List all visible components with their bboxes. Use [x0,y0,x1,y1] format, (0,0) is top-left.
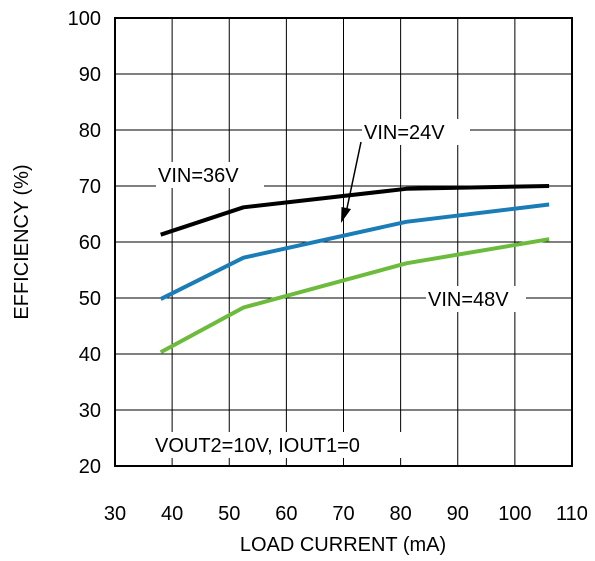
annotation-vin24: VIN=24V [364,122,445,144]
annotation-arrow-shaft [345,141,362,214]
annotation-conditions: VOUT2=10V, IOUT1=0 [155,435,360,457]
annotation-vin48: VIN=48V [428,289,509,311]
y-tick-label: 60 [79,232,101,254]
x-tick-labels: 30 40 50 60 70 80 90 100 110 [104,503,588,525]
grid [115,18,572,466]
y-tick-label: 20 [79,456,101,478]
y-tick-label: 50 [79,288,101,310]
y-tick-labels: 20 30 40 50 60 70 80 90 100 [68,8,101,478]
series-line-vin-36v [160,184,550,237]
y-tick-label: 90 [79,64,101,86]
annotation-bg-vin48 [426,286,526,312]
plot-frame [114,17,573,467]
x-tick-label: 70 [332,503,354,525]
annotation-arrowhead [341,207,351,223]
annotation-bg-vin36 [156,162,264,188]
y-tick-label: 100 [68,8,101,30]
annotation-bg-conditions [152,432,428,458]
y-tick-label: 80 [79,120,101,142]
x-tick-label: 100 [498,503,531,525]
x-tick-label: 90 [447,503,469,525]
annotations: VIN=36V VIN=24V VIN=48V VOUT2=10V, IOUT1… [152,119,526,458]
x-tick-label: 50 [218,503,240,525]
series-line-vin-24v [159,202,550,301]
x-tick-label: 30 [104,503,126,525]
series-lines [159,184,550,355]
series-line-vin-48v [159,237,550,355]
annotation-bg-vin24 [362,119,470,145]
x-tick-label: 110 [556,503,588,525]
y-tick-label: 70 [79,176,101,198]
x-axis-label: LOAD CURRENT (mA) [240,534,446,556]
x-tick-label: 60 [275,503,297,525]
y-tick-label: 30 [79,400,101,422]
x-tick-label: 80 [390,503,412,525]
annotation-vin36: VIN=36V [158,165,239,187]
x-tick-label: 40 [161,503,183,525]
y-axis-label: EFFICIENCY (%) [11,164,33,319]
y-tick-label: 40 [79,344,101,366]
